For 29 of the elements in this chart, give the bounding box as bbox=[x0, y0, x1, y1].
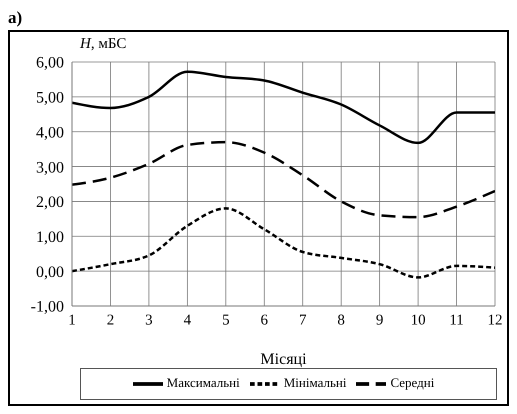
x-axis-title: Місяці bbox=[260, 351, 308, 368]
y-tick-label: 6,00 bbox=[36, 54, 64, 72]
x-tick-label: 1 bbox=[68, 312, 76, 329]
x-tick-label: 2 bbox=[106, 312, 114, 329]
x-tick-label: 3 bbox=[145, 312, 153, 329]
x-tick-label: 5 bbox=[222, 312, 230, 329]
x-tick-label: 9 bbox=[376, 312, 384, 329]
line-series bbox=[72, 140, 495, 218]
line-series bbox=[72, 207, 495, 279]
x-tick-label: 11 bbox=[449, 312, 464, 329]
legend-label: Мінімальні bbox=[284, 374, 346, 390]
y-tick-label: 3,00 bbox=[36, 159, 64, 176]
y-tick-label: 5,00 bbox=[36, 90, 64, 107]
x-tick-label: 4 bbox=[184, 312, 192, 329]
x-tick-label: 7 bbox=[298, 312, 307, 329]
chart-title: а) bbox=[8, 8, 24, 29]
legend-label: Максимальні bbox=[166, 374, 240, 390]
y-tick-label: -1,00 bbox=[30, 298, 64, 316]
y-tick-label: 2,00 bbox=[36, 194, 64, 212]
y-axis-title: H, мБС bbox=[80, 36, 126, 53]
line-series bbox=[72, 70, 495, 144]
y-tick-label: 4,00 bbox=[36, 124, 64, 142]
y-tick-label: 1,00 bbox=[36, 228, 64, 246]
x-tick-label: 6 bbox=[260, 312, 269, 329]
y-tick-label: 0,00 bbox=[36, 264, 64, 281]
x-tick-label: 12 bbox=[488, 312, 502, 329]
legend-label: Середні bbox=[390, 374, 434, 390]
x-tick-label: 8 bbox=[337, 312, 345, 329]
x-tick-label: 10 bbox=[410, 312, 426, 329]
